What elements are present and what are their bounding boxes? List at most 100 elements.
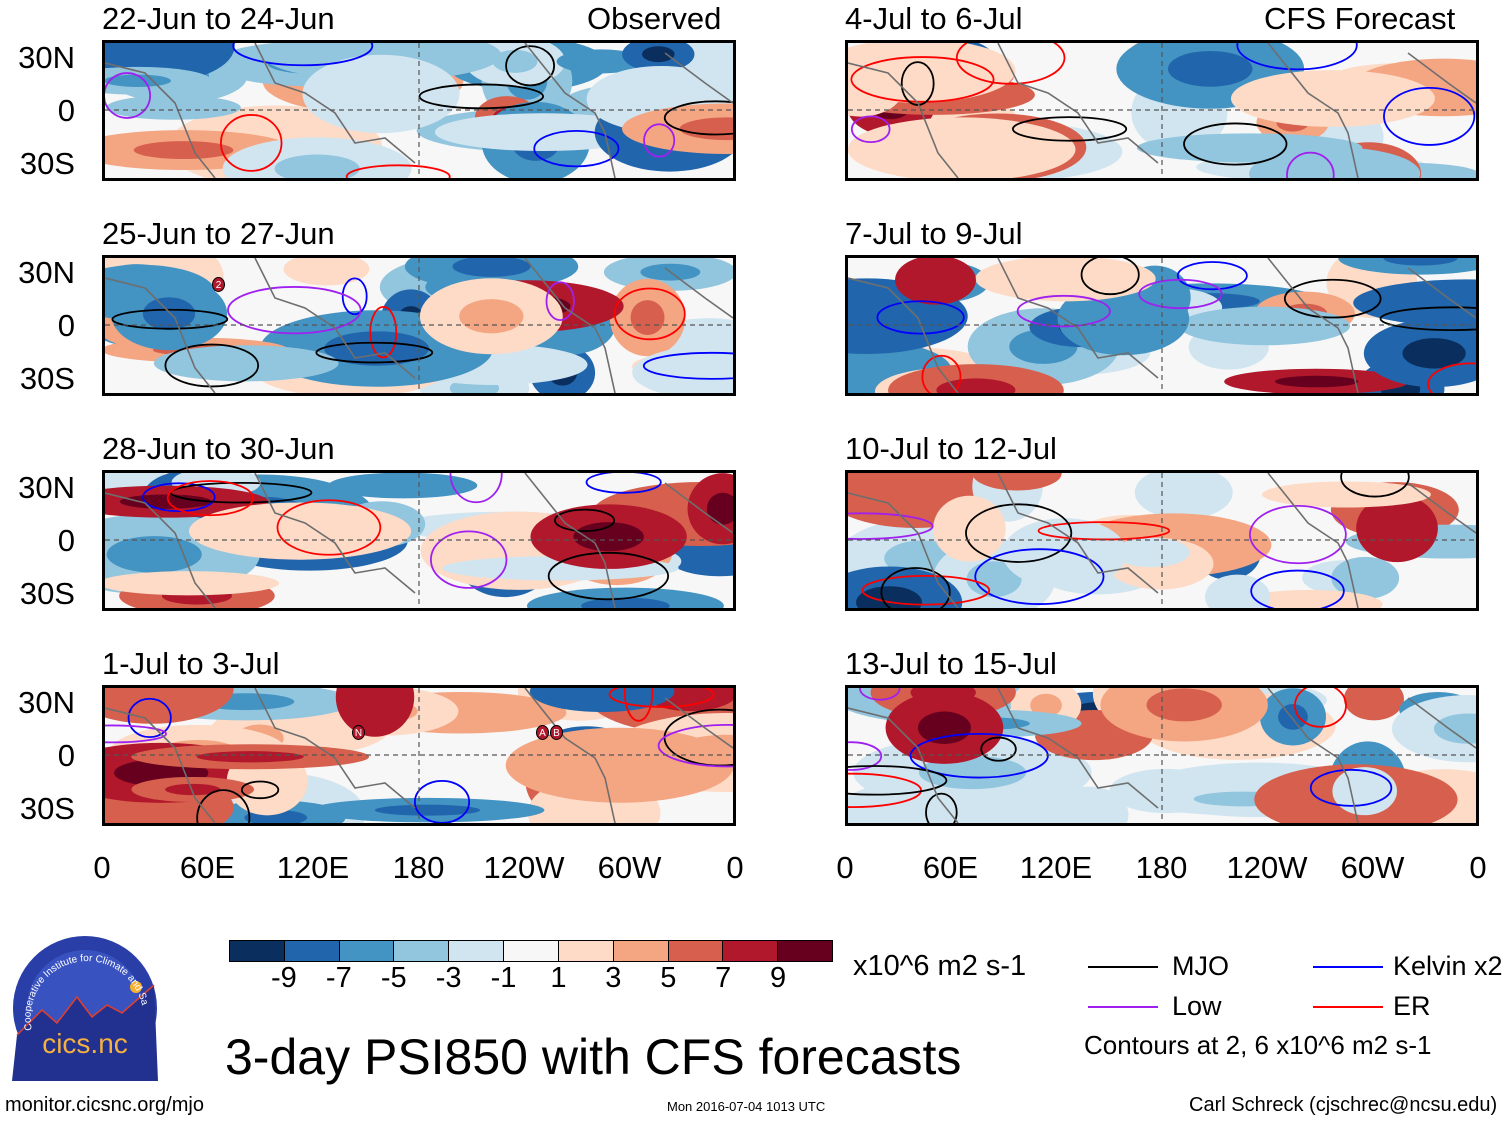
contour-line — [642, 351, 733, 380]
storm-marker: 2 — [212, 277, 225, 292]
colorbar-tick-label: 3 — [605, 962, 622, 994]
colorbar-tick-label: -9 — [271, 962, 297, 994]
map-panel — [845, 470, 1479, 611]
contour-line — [848, 512, 934, 540]
map-panel — [102, 470, 736, 611]
lon-tick-label: 0 — [836, 850, 854, 885]
anomaly-core — [249, 765, 286, 797]
anomaly-core — [917, 711, 971, 744]
anomaly-blob — [1178, 306, 1351, 346]
contour-line — [414, 779, 471, 823]
anomaly-core — [1161, 480, 1206, 505]
map-panel — [102, 40, 736, 181]
coastline — [848, 43, 1476, 178]
contour-line — [166, 480, 254, 517]
figure-title: 3-day PSI850 with CFS forecasts — [225, 1029, 962, 1085]
colorbar-tick-label: 7 — [715, 962, 732, 994]
lon-tick-label: 180 — [392, 850, 445, 885]
contour-line — [1294, 688, 1347, 728]
contour-line — [545, 281, 575, 322]
anomaly-core — [682, 43, 733, 78]
lat-tick-label: 0 — [57, 523, 75, 558]
contour-line — [196, 789, 251, 823]
legend-line-mjo — [1088, 966, 1158, 968]
anomaly-core — [307, 261, 346, 277]
lat-tick-label: 30S — [19, 791, 75, 826]
panel-title: 13-Jul to 15-Jul — [845, 646, 1057, 681]
lat-tick-label: 0 — [57, 738, 75, 773]
contour-line — [876, 300, 965, 335]
panel-title: 1-Jul to 3-Jul — [102, 646, 280, 681]
contour-line — [142, 482, 216, 513]
footer-credit: Carl Schreck (cjschrec@ncsu.edu) — [1189, 1094, 1498, 1116]
anomaly-core — [196, 751, 304, 763]
colorbar-tick-label: -3 — [435, 962, 462, 994]
colorbar-units: x10^6 m2 s-1 — [853, 950, 1027, 982]
lon-tick-label: 120E — [1019, 850, 1093, 885]
lon-tick-label: 180 — [1135, 850, 1188, 885]
lon-tick-label: 60W — [597, 850, 662, 885]
colorbar-swatch — [394, 941, 450, 961]
anomaly-blob — [632, 343, 733, 393]
coastline — [105, 43, 733, 178]
storm-marker: N — [352, 725, 365, 740]
contour-line — [623, 688, 654, 722]
anomaly-blob — [1230, 70, 1435, 127]
storm-marker: A — [536, 725, 549, 740]
lat-tick-label: 30N — [18, 40, 75, 75]
anomaly-core — [452, 258, 531, 277]
anomaly-blob — [1356, 494, 1438, 563]
anomaly-core — [910, 135, 1013, 164]
anomaly-blob — [105, 688, 234, 724]
contour-line — [880, 567, 951, 608]
panel-title: 25-Jun to 27-Jun — [102, 216, 335, 251]
anomaly-blob — [1049, 786, 1129, 823]
lon-tick-label: 120W — [1226, 850, 1308, 885]
colorbar-tick-label: -7 — [325, 962, 352, 994]
coastline — [848, 473, 1476, 608]
colorbar-swatch — [668, 941, 724, 961]
lat-tick-label: 30N — [18, 255, 75, 290]
legend-label-er: ER — [1393, 991, 1431, 1021]
anomaly-blob — [1262, 481, 1431, 508]
contour-line — [850, 56, 995, 103]
contour-line — [1283, 278, 1382, 319]
contour-line — [1427, 362, 1476, 393]
contour-line — [608, 688, 715, 708]
contour-line — [111, 308, 229, 330]
contour-line — [1176, 261, 1248, 291]
contour-line — [533, 129, 620, 168]
anomaly-core — [1030, 693, 1062, 717]
legend-line-kelvin — [1313, 966, 1383, 968]
contour-line — [276, 499, 382, 556]
anomaly-core — [459, 299, 524, 334]
contour-line — [909, 732, 1049, 779]
contour-line — [974, 548, 1105, 605]
anomaly-core — [1402, 338, 1466, 369]
contour-line — [232, 43, 374, 67]
anomaly-blob — [1343, 688, 1404, 721]
contour-line — [1340, 473, 1410, 498]
lon-tick-label: 60E — [179, 850, 236, 885]
anomaly-core — [106, 536, 202, 573]
contour-line — [345, 164, 451, 178]
anomaly-core — [119, 494, 212, 509]
colorbar-swatch — [723, 941, 779, 961]
anomaly-blob — [153, 345, 339, 382]
contour-line — [505, 45, 556, 87]
anomaly-core — [856, 586, 922, 608]
anomaly-blob — [1236, 589, 1383, 608]
anomaly-core — [1146, 688, 1222, 722]
footer-url[interactable]: monitor.cicsnc.org/mjo — [5, 1094, 204, 1116]
contour-line — [663, 100, 733, 136]
anomaly-core — [1274, 375, 1359, 388]
contour-line — [1286, 151, 1335, 178]
contour-line — [1016, 294, 1111, 328]
anomaly-blob — [302, 54, 460, 134]
cfs-forecast-label: CFS Forecast — [1264, 1, 1456, 36]
colorbar-swatch — [504, 941, 559, 961]
legend-line-low — [1088, 1006, 1158, 1008]
cics-logo: Cooperative Institute for Climate and Sa… — [9, 927, 158, 1081]
contour-line — [850, 115, 891, 144]
contour-line — [585, 473, 662, 494]
